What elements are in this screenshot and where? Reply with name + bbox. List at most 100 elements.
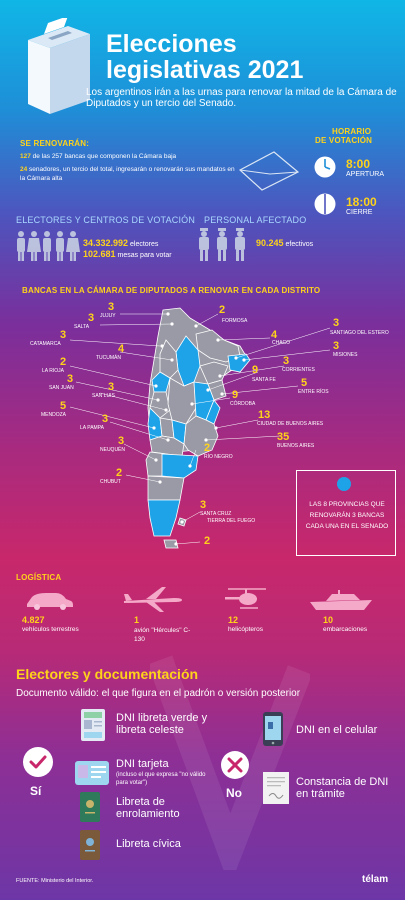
prov-lapampa-name: LA PAMPA	[80, 425, 104, 431]
prov-sanjuan-num: 3	[67, 373, 74, 385]
close-time: 18:00	[346, 195, 377, 209]
horario-heading1: HORARIO	[332, 127, 372, 136]
prov-larioja-num: 2	[60, 356, 67, 368]
valid-doc-2: Libreta de enrolamiento	[116, 796, 180, 820]
libreta-enrolamiento-icon	[80, 792, 100, 822]
senate-legend-text: LAS 8 PROVINCIAS QUE RENOVARÁN 3 BANCAS …	[305, 501, 389, 530]
people-icon	[17, 231, 80, 261]
prov-santacruz-name: SANTA CRUZ	[200, 511, 232, 517]
yes-label: Sí	[30, 784, 42, 798]
invalid-doc-1: Constancia de DNI en trámite	[296, 776, 389, 800]
prov-chubut-name: CHUBUT	[100, 479, 121, 485]
prov-entrerios-num: 5	[301, 377, 308, 389]
logistica-heading: LOGÍSTICA	[16, 573, 62, 582]
clock-open-icon	[314, 156, 336, 178]
logistica-num-2: 12	[228, 615, 239, 625]
footer-source-value: Ministerio del Interior.	[41, 878, 94, 884]
senate-legend: LAS 8 PROVINCIAS QUE RENOVARÁN 3 BANCAS …	[296, 470, 396, 556]
prov-neuquen-name: NEUQUÉN	[100, 447, 126, 453]
valid-doc-1: DNI tarjeta	[116, 758, 169, 770]
boat-icon	[310, 590, 372, 610]
officers-icon	[199, 228, 245, 261]
footer-source-label: FUENTE:	[16, 878, 40, 884]
prov-tucuman-name: TUCUMÁN	[96, 355, 121, 361]
doc-heading: Electores y documentación	[16, 666, 199, 682]
prov-sanjuan-name: SAN JUAN	[49, 385, 74, 391]
voters-label: electores	[130, 241, 159, 248]
logistica-label-1: avión "Hércules" C-130	[134, 627, 191, 643]
personal-line: 90.245 efectivos	[256, 238, 313, 248]
prov-jujuy-num: 3	[108, 301, 115, 313]
certificate-icon	[263, 772, 289, 804]
car-icon	[27, 593, 73, 610]
prov-bsas-num: 35	[277, 431, 290, 443]
envelope-icon	[238, 151, 300, 191]
electores-heading: ELECTORES Y CENTROS DE VOTACIÓN	[16, 215, 196, 225]
prov-misiones-name: MISIONES	[333, 352, 358, 358]
prov-rionegro-num: 2	[204, 442, 211, 454]
page-title-line1: Elecciones	[106, 30, 237, 58]
tables-num: 102.681	[83, 249, 116, 259]
renovaran-line1: 127 de las 257 bancas que componen la Cá…	[20, 152, 235, 161]
prov-tdf-num: 2	[204, 535, 211, 547]
prov-catamarca-num: 3	[60, 329, 67, 341]
senate-legend-swatch	[337, 477, 351, 491]
page-subtitle: Los argentinos irán a las urnas para ren…	[86, 87, 397, 109]
prov-jujuy-name: JUJUY	[100, 313, 116, 319]
prov-salta-name: SALTA	[74, 324, 90, 330]
ballot-box-icon	[28, 18, 90, 114]
logistica-num-1: 1	[134, 615, 140, 625]
prov-tucuman-num: 4	[118, 343, 125, 355]
logistica-num-0: 4.827	[22, 615, 45, 625]
prov-lapampa-num: 3	[102, 413, 109, 425]
argentina-map	[69, 307, 331, 549]
personal-heading: PERSONAL AFECTADO	[204, 215, 307, 225]
logistica-label-3: embarcaciones	[323, 626, 368, 633]
phone-icon	[263, 712, 283, 746]
valid-doc-0: DNI libreta verde y libreta celeste	[116, 712, 208, 736]
prov-catamarca-name: CATAMARCA	[30, 341, 61, 347]
logistica-num-3: 10	[323, 615, 334, 625]
renovaran-heading: SE RENOVARÁN:	[20, 139, 90, 148]
personal-num: 90.245	[256, 238, 284, 248]
prov-chubut-num: 2	[116, 467, 123, 479]
prov-rionegro-name: RÍO NEGRO	[204, 454, 233, 460]
personal-label: efectivos	[285, 241, 314, 248]
prov-caba-num: 13	[258, 409, 271, 421]
prov-chaco-num: 4	[271, 329, 278, 341]
renovaran-num2: 24	[20, 166, 28, 173]
horario-heading2: DE VOTACIÓN	[315, 136, 373, 145]
dni-tarjeta-icon	[75, 761, 109, 785]
footer-brand: télam	[362, 874, 389, 885]
clock-close-icon	[314, 193, 336, 215]
prov-bsas-name: BUENOS AIRES	[277, 443, 315, 449]
close-label: CIERRE	[346, 209, 373, 216]
helicopter-icon	[225, 588, 266, 609]
prov-santafe-name: SANTA FE	[252, 377, 276, 383]
doc-subheading: Documento válido: el que figura en el pa…	[16, 688, 301, 699]
voters-line: 34.332.992 electores	[83, 238, 158, 248]
prov-santafe-num: 9	[252, 364, 259, 376]
prov-sanluis-name: SAN LUIS	[92, 393, 115, 399]
prov-cordoba-num: 9	[232, 389, 239, 401]
prov-entrerios-name: ENTRE RÍOS	[298, 389, 329, 395]
prov-neuquen-num: 3	[118, 435, 125, 447]
prov-corrientes-name: CORRIENTES	[282, 367, 315, 373]
prov-formosa-name: FORMOSA	[222, 318, 248, 324]
prov-formosa-num: 2	[219, 304, 226, 316]
yes-check-icon	[23, 747, 53, 777]
libreta-civica-icon	[80, 830, 100, 860]
renovaran-line2: 24 senadores, un tercio del total, ingre…	[20, 165, 235, 183]
prov-corrientes-num: 3	[283, 355, 290, 367]
logistica-label-2: helicópteros	[228, 626, 264, 633]
page-title-line2: legislativas 2021	[106, 56, 304, 84]
prov-mendoza-name: MENDOZA	[41, 412, 66, 418]
prov-santacruz-num: 3	[200, 499, 207, 511]
valid-doc-3: Libreta cívica	[116, 838, 181, 850]
renovaran-text2: senadores, un tercio del total, ingresar…	[20, 166, 235, 182]
valid-doc-1-note: (incluso el que expresa "no válido para …	[116, 772, 206, 786]
prov-santiago-num: 3	[333, 317, 340, 329]
invalid-doc-0: DNI en el celular	[296, 724, 378, 736]
bancas-heading: BANCAS EN LA CÁMARA DE DIPUTADOS A RENOV…	[22, 286, 321, 295]
